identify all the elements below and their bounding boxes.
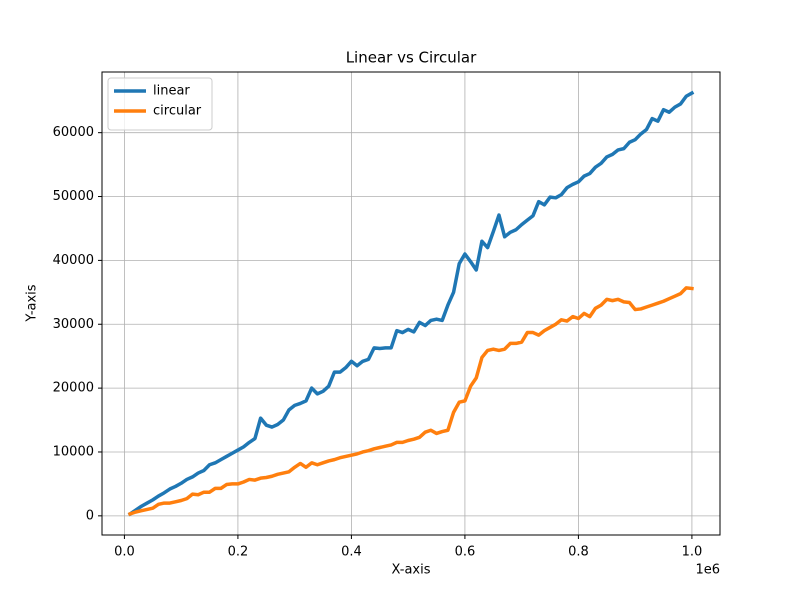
y-tick-label: 60000	[53, 125, 94, 140]
y-tick-label: 0	[86, 508, 94, 523]
y-tick-label: 20000	[53, 381, 94, 396]
y-tick-label: 50000	[53, 189, 94, 204]
x-tick-label: 0.6	[455, 545, 476, 560]
x-tick-label: 0.8	[568, 545, 589, 560]
plot-frame	[101, 71, 721, 536]
y-axis-label: Y-axis	[25, 284, 40, 322]
x-axis-label: X-axis	[392, 563, 431, 578]
x-tick-label: 0.2	[228, 545, 249, 560]
x-tick-label: 0.0	[114, 545, 135, 560]
chart-title: Linear vs Circular	[346, 49, 477, 67]
y-tick-label: 10000	[53, 444, 94, 459]
y-tick-label: 30000	[53, 317, 94, 332]
legend-label: linear	[153, 84, 190, 99]
line-series	[127, 90, 695, 517]
x-tick-label: 1.0	[682, 545, 703, 560]
line-series	[127, 286, 694, 517]
x-offset-text: 1e6	[695, 563, 720, 578]
x-tick-label: 0.4	[341, 545, 362, 560]
y-tick-label: 40000	[53, 253, 94, 268]
legend-label: circular	[153, 104, 202, 119]
